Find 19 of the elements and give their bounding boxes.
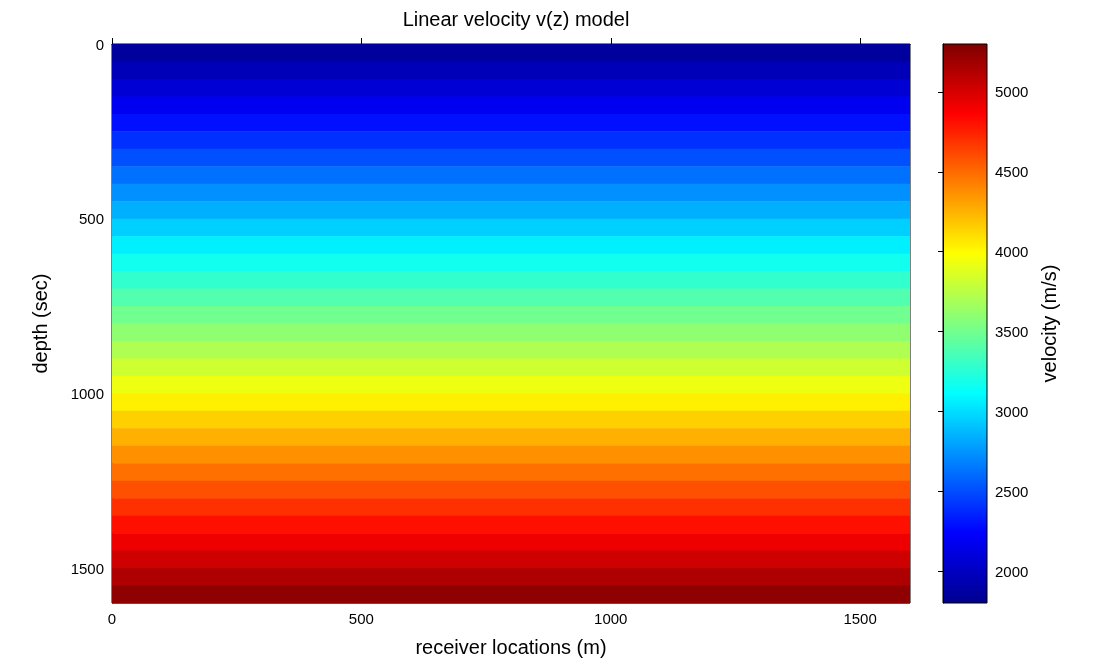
chart-title: Linear velocity v(z) model [402, 8, 630, 30]
y-tick-label: 1000 [70, 384, 104, 402]
y-tick-label: 500 [78, 210, 104, 228]
x-tick-label: 1500 [843, 610, 877, 627]
color-bar-label: 2500 [995, 482, 1029, 500]
color-bar-label: 4000 [995, 243, 1029, 261]
color-bar-label: 2000 [995, 562, 1029, 580]
color-bar-label: 5000 [995, 83, 1029, 101]
color-bar-label: 4500 [995, 163, 1029, 181]
x-tick-label: 0 [107, 610, 117, 627]
color-bar-title: velocity (m/s) [1038, 264, 1060, 383]
color-bar-label: 3500 [995, 322, 1029, 340]
y-tick-label: 1500 [70, 559, 104, 577]
color-bar-label: 3000 [995, 402, 1029, 420]
y-axis-title: depth (sec) [29, 273, 51, 374]
x-tick-label: 1000 [594, 610, 628, 627]
y-tick-label: 0 [95, 35, 104, 53]
x-axis-title: receiver locations (m) [415, 636, 607, 658]
x-tick-label: 500 [348, 610, 374, 627]
